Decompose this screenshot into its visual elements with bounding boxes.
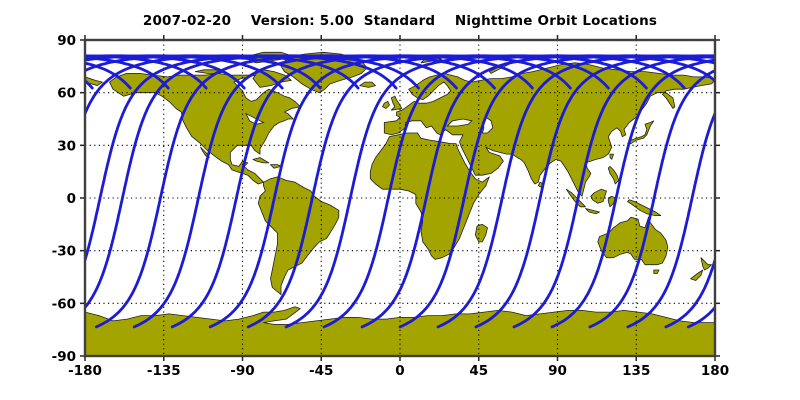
land-polygon-chukotka_east	[85, 76, 103, 86]
x-tick-label: 180	[701, 363, 729, 379]
orbit-track	[588, 69, 715, 329]
y-axis-labels: 90 60 30 0 -30 -60 -90	[52, 33, 76, 365]
y-tick-label: 30	[57, 138, 76, 154]
land-layer	[85, 51, 715, 356]
orbit-track	[626, 110, 715, 329]
land-polygon-ireland	[382, 101, 390, 109]
land-polygon-sumatra	[565, 188, 586, 208]
land-polygon-australia	[597, 216, 669, 266]
x-tick-label: 0	[395, 363, 404, 379]
water-polygon-black_sea	[446, 118, 473, 127]
land-polygon-madagascar	[474, 223, 488, 243]
orbit-track	[85, 54, 398, 265]
land-polygon-japan	[627, 120, 655, 144]
land-polygon-hispaniola	[270, 164, 282, 169]
land-polygon-borneo	[590, 188, 607, 204]
y-tick-label: -90	[52, 349, 76, 365]
orbit-track	[85, 54, 284, 90]
orbit-track	[398, 54, 715, 329]
orbit-track	[208, 54, 572, 329]
y-tick-label: -30	[52, 244, 76, 260]
y-tick-label: 90	[57, 33, 76, 49]
land-polygon-new_guinea	[627, 199, 662, 216]
x-tick-label: -45	[309, 363, 333, 379]
orbit-track	[85, 54, 420, 310]
land-polygon-tasmania	[653, 269, 660, 274]
x-tick-label: 90	[548, 363, 567, 379]
x-tick-label: -90	[230, 363, 254, 379]
orbit-track	[94, 54, 458, 329]
orbit-track	[436, 54, 715, 329]
orbit-track	[322, 54, 686, 329]
orbit-tracks-layer	[85, 54, 715, 329]
figure-title: 2007-02-20 Version: 5.00 Standard Nightt…	[142, 13, 658, 29]
y-tick-label: 60	[57, 86, 76, 102]
y-tick-label: -60	[52, 296, 76, 312]
land-polygon-uk	[390, 95, 403, 111]
land-polygon-nz_south	[690, 269, 704, 281]
land-polygon-taiwan	[609, 153, 614, 160]
x-tick-label: 135	[622, 363, 650, 379]
orbit-track	[132, 54, 496, 329]
orbit-track	[664, 254, 715, 329]
x-tick-label: -180	[68, 363, 102, 379]
land-polygon-philippines	[607, 166, 620, 185]
plot-frame	[83, 38, 717, 358]
orbit-track	[85, 54, 360, 118]
x-axis-labels: -180 -135 -90 -45 0 45 90 135 180	[68, 363, 729, 379]
tick-marks	[80, 35, 720, 361]
water-polygon-great_lakes	[245, 112, 265, 125]
orbit-track	[85, 78, 94, 90]
land-polygon-iceland	[359, 81, 376, 88]
orbit-track	[360, 54, 715, 329]
land-polygon-cuba	[252, 157, 270, 164]
orbit-track	[512, 55, 715, 329]
orbit-track	[85, 54, 322, 90]
land-polygon-java	[585, 208, 600, 215]
orbit-track	[474, 54, 715, 329]
land-polygon-nz_north	[700, 257, 712, 271]
orbit-track	[284, 54, 648, 329]
x-tick-label: 45	[469, 363, 488, 379]
orbit-track	[246, 54, 610, 329]
x-tick-label: -135	[147, 363, 181, 379]
orbit-track	[550, 58, 715, 329]
y-tick-label: 0	[67, 191, 76, 207]
plot-area	[85, 40, 715, 356]
land-polygon-south_america	[257, 176, 340, 295]
graticule-layer	[85, 40, 715, 356]
land-polygon-sulawesi	[607, 195, 616, 208]
orbit-track	[170, 54, 534, 329]
